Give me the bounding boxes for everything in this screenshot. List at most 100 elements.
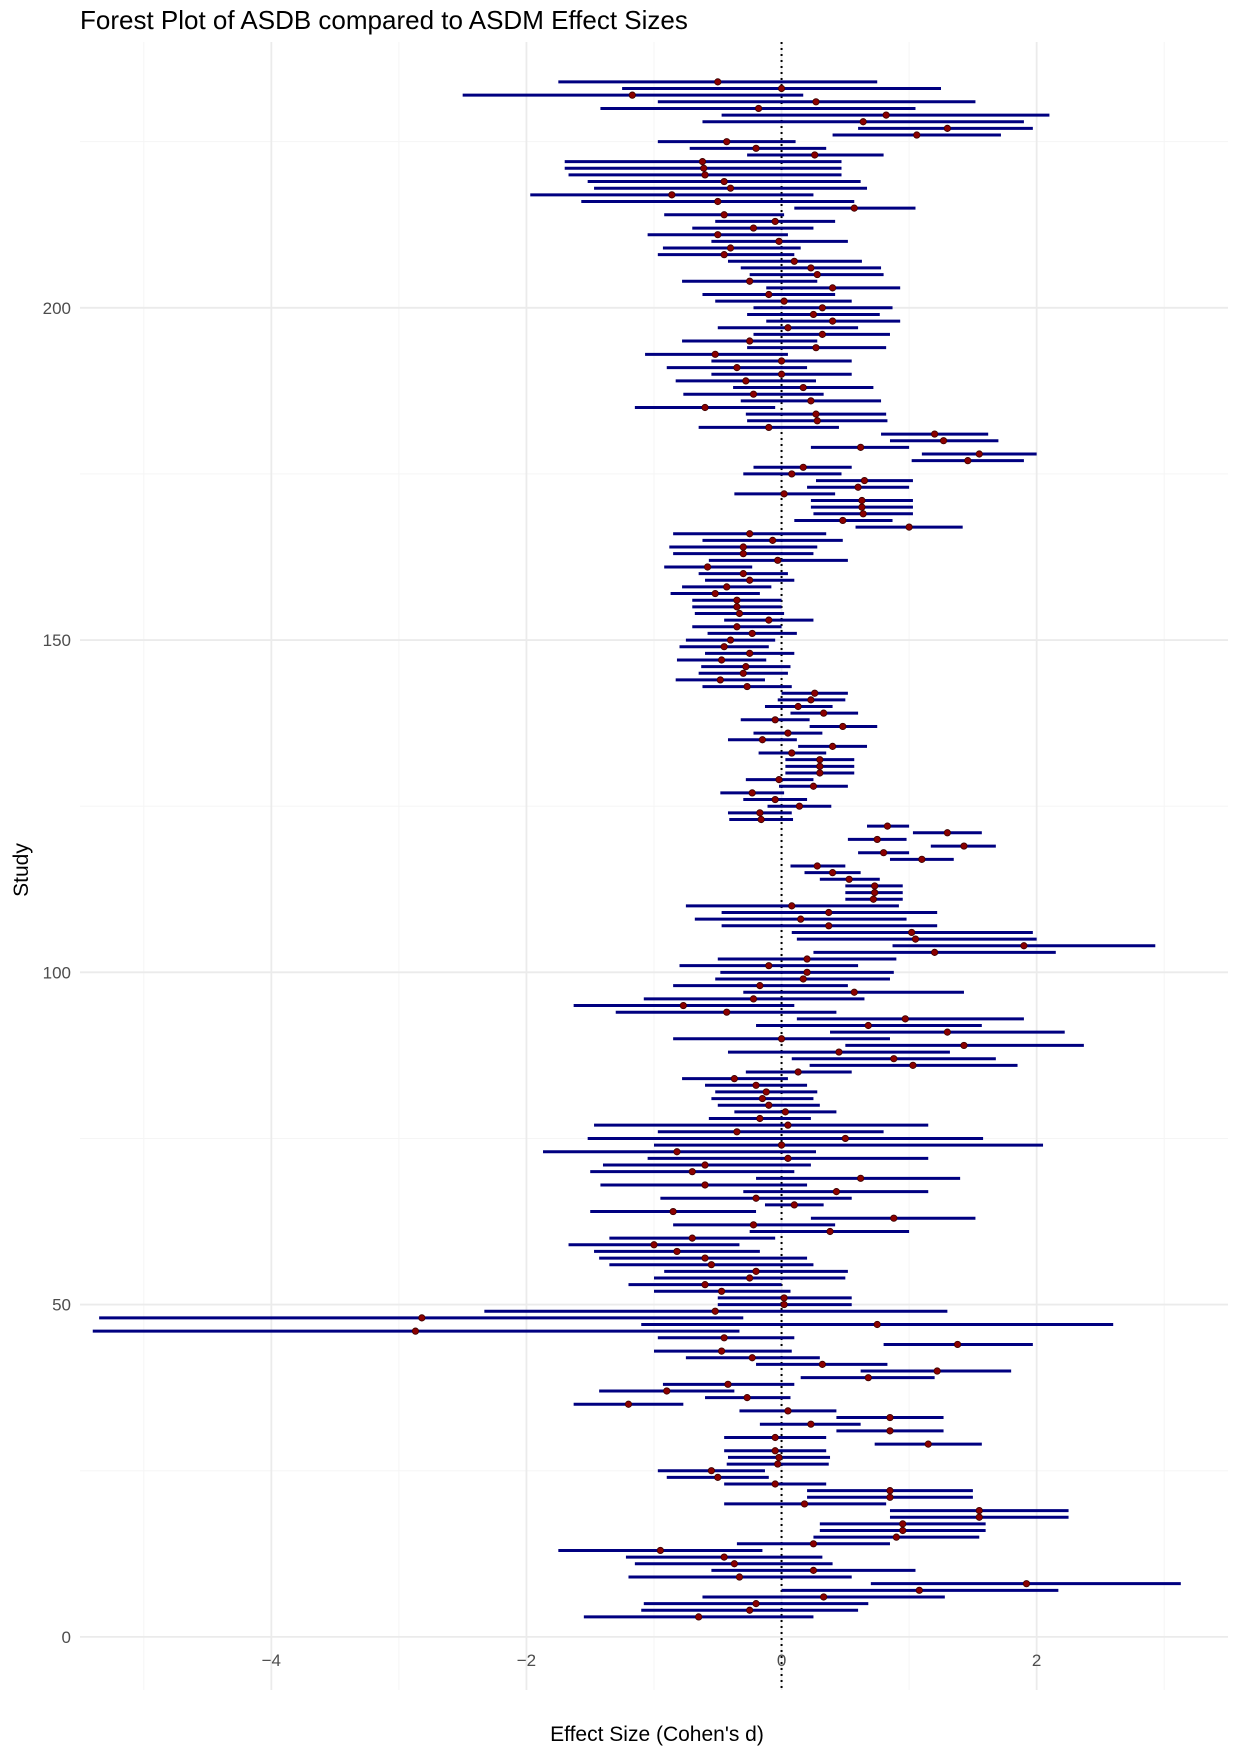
- effect-size-point: [777, 1035, 786, 1043]
- effect-size-point: [1022, 1580, 1031, 1588]
- effect-size-point: [918, 855, 926, 863]
- effect-size-point: [765, 616, 773, 624]
- effect-size-point: [835, 1048, 843, 1056]
- effect-size-point: [668, 191, 676, 199]
- effect-size-point: [743, 682, 751, 691]
- effect-size-point: [799, 383, 807, 392]
- effect-size-point: [857, 1174, 865, 1182]
- effect-size-point: [828, 742, 837, 750]
- effect-size-point: [899, 1520, 907, 1528]
- effect-size-point: [663, 1387, 671, 1395]
- effect-point-layer: [411, 78, 1031, 1621]
- effect-size-point: [749, 390, 758, 398]
- effect-size-point: [733, 596, 741, 604]
- effect-size-point: [765, 1101, 773, 1109]
- effect-size-point: [714, 197, 722, 206]
- effect-size-point: [964, 457, 972, 465]
- effect-size-point: [901, 1015, 909, 1023]
- effect-size-point: [812, 410, 820, 418]
- effect-size-point: [718, 1287, 726, 1295]
- effect-size-point: [828, 317, 837, 325]
- effect-size-point: [749, 1221, 758, 1229]
- effect-size-point: [784, 1154, 792, 1162]
- effect-size-point: [975, 450, 983, 458]
- effect-size-point: [771, 716, 779, 724]
- effect-size-point: [818, 304, 826, 312]
- effect-size-point: [800, 1500, 809, 1508]
- effect-size-point: [790, 1201, 798, 1209]
- effect-size-point: [746, 576, 754, 584]
- effect-size-point: [839, 722, 847, 731]
- effect-size-point: [762, 1088, 770, 1096]
- effect-size-point: [756, 982, 764, 990]
- x-axis-title: Effect Size (Cohen's d): [550, 1723, 764, 1746]
- effect-size-point: [859, 510, 867, 518]
- effect-size-point: [864, 1021, 872, 1030]
- effect-size-point: [679, 1001, 687, 1010]
- effect-size-point: [739, 550, 747, 558]
- effect-size-point: [781, 1108, 789, 1116]
- effect-size-point: [892, 1533, 900, 1541]
- effect-size-point: [788, 749, 796, 757]
- effect-size-point: [628, 91, 636, 99]
- effect-size-point: [723, 138, 731, 146]
- effect-size-point: [871, 882, 879, 890]
- effect-size-point: [811, 689, 819, 697]
- effect-size-point: [765, 290, 773, 299]
- effect-size-point: [813, 417, 821, 425]
- x-tick-label: 2: [1032, 1651, 1041, 1670]
- effect-size-point: [777, 84, 786, 93]
- effect-size-point: [858, 496, 866, 505]
- effect-size-point: [807, 264, 815, 272]
- effect-size-point: [774, 556, 782, 564]
- effect-size-point: [711, 350, 719, 358]
- effect-size-point: [720, 251, 728, 259]
- effect-size-point: [816, 762, 824, 770]
- effect-size-point: [765, 962, 773, 970]
- effect-size-point: [943, 124, 951, 132]
- effect-size-point: [859, 118, 867, 126]
- effect-size-point: [799, 463, 807, 471]
- effect-size-point: [703, 563, 712, 571]
- effect-size-point: [775, 1453, 783, 1462]
- effect-size-point: [780, 297, 788, 305]
- effect-size-point: [809, 310, 818, 319]
- effect-size-point: [746, 337, 754, 345]
- effect-size-point: [746, 649, 754, 657]
- effect-size-point: [716, 676, 724, 684]
- effect-size-point: [873, 1320, 881, 1329]
- y-tick-label: 0: [62, 1628, 71, 1647]
- effect-size-point: [742, 377, 750, 385]
- effect-size-point: [871, 888, 879, 897]
- effect-size-point: [816, 756, 824, 764]
- effect-size-point: [886, 1487, 894, 1495]
- effect-size-point: [790, 257, 798, 265]
- effect-size-point: [799, 975, 807, 983]
- effect-size-point: [742, 663, 750, 671]
- effect-size-point: [695, 1613, 703, 1621]
- effect-size-point: [775, 776, 783, 784]
- effect-size-point: [777, 357, 786, 365]
- effect-size-point: [411, 1327, 420, 1335]
- effect-size-point: [688, 1234, 696, 1242]
- effect-size-point: [698, 158, 707, 166]
- effect-size-point: [883, 822, 892, 830]
- effect-size-point: [723, 583, 731, 591]
- effect-size-point: [777, 370, 786, 378]
- effect-size-point: [749, 995, 758, 1003]
- effect-size-point: [711, 1307, 719, 1315]
- y-tick-label: 50: [52, 1296, 71, 1315]
- effect-size-point: [700, 164, 708, 172]
- effect-size-point: [752, 1194, 760, 1202]
- effect-size-point: [771, 217, 779, 226]
- effect-size-point: [813, 862, 821, 870]
- y-tick-label: 200: [43, 299, 71, 318]
- effect-size-point: [816, 769, 824, 777]
- effect-size-point: [858, 503, 866, 511]
- effect-size-point: [746, 277, 754, 285]
- effect-size-point: [749, 224, 758, 232]
- effect-size-point: [788, 902, 796, 910]
- effect-size-point: [899, 1526, 907, 1535]
- effect-size-point: [809, 1566, 818, 1574]
- effect-size-point: [841, 1134, 849, 1143]
